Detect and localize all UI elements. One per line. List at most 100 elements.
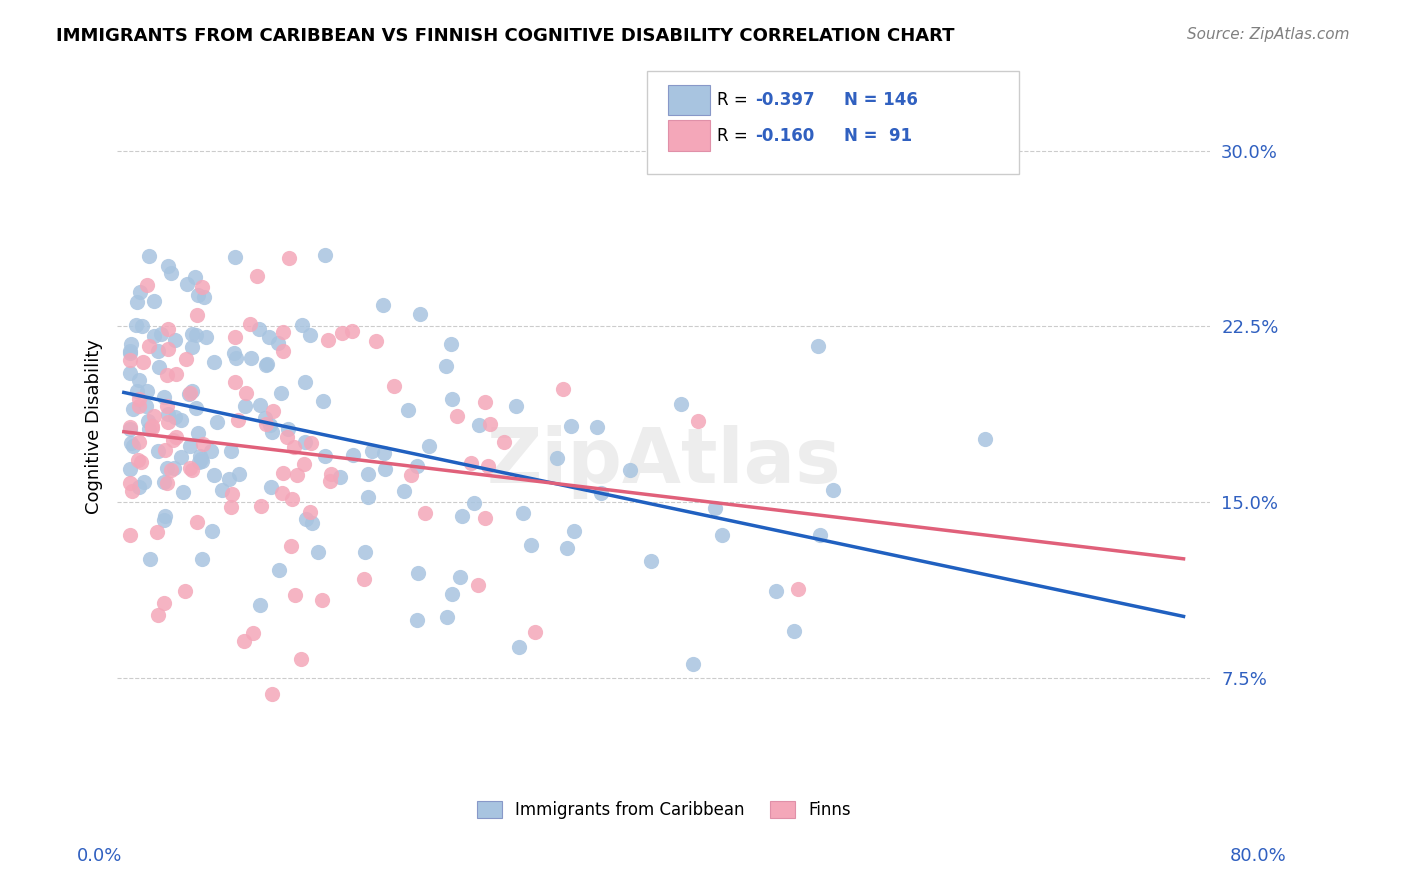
Point <box>129 455 152 469</box>
Point <box>204 467 226 482</box>
Point <box>120 527 142 541</box>
Point <box>474 510 496 524</box>
Point <box>259 418 281 433</box>
Point <box>152 390 174 404</box>
Point <box>316 333 339 347</box>
Point <box>165 368 187 382</box>
Point <box>463 496 485 510</box>
Point <box>451 508 474 523</box>
Point <box>156 399 179 413</box>
Point <box>156 368 179 382</box>
Point <box>121 484 143 499</box>
Point <box>184 269 207 284</box>
Point <box>120 344 142 359</box>
Point <box>184 401 207 416</box>
Point <box>128 373 150 387</box>
Point <box>180 384 202 399</box>
Point <box>277 252 299 266</box>
Text: N =  91: N = 91 <box>844 127 911 145</box>
Point <box>298 327 321 342</box>
Point <box>765 584 787 599</box>
Point <box>132 355 155 369</box>
Point <box>285 468 308 483</box>
Point <box>271 486 294 500</box>
Point <box>406 566 429 581</box>
Point <box>271 466 294 480</box>
Point <box>160 266 183 280</box>
Point <box>120 366 142 380</box>
Point <box>460 456 482 470</box>
Point <box>143 409 166 424</box>
Point <box>135 400 157 414</box>
Text: -0.160: -0.160 <box>755 127 814 145</box>
Point <box>141 421 163 435</box>
Point <box>974 432 997 446</box>
Point <box>267 335 290 350</box>
Point <box>176 352 198 367</box>
Point <box>190 280 212 294</box>
Point <box>330 326 353 340</box>
Point <box>280 491 302 506</box>
Point <box>170 412 193 426</box>
Point <box>174 584 197 599</box>
Point <box>247 322 270 336</box>
Point <box>710 527 733 541</box>
Point <box>165 430 187 444</box>
Text: -0.397: -0.397 <box>755 91 814 109</box>
Point <box>128 400 150 414</box>
Point <box>319 467 342 482</box>
Point <box>188 449 211 463</box>
Point <box>260 425 283 440</box>
Point <box>290 652 312 666</box>
Point <box>314 449 336 463</box>
Point <box>405 613 427 627</box>
Point <box>276 430 298 444</box>
Point <box>136 384 159 398</box>
Point <box>364 334 387 349</box>
Point <box>640 554 662 568</box>
Point <box>193 290 215 304</box>
Point <box>181 326 204 341</box>
Point <box>201 524 224 538</box>
Point <box>361 443 384 458</box>
Point <box>253 411 276 425</box>
Text: R =: R = <box>717 127 754 145</box>
Point <box>249 499 271 513</box>
Point <box>299 505 322 519</box>
Point <box>120 436 142 450</box>
Point <box>228 467 250 481</box>
Point <box>242 625 264 640</box>
Point <box>187 455 209 469</box>
Point <box>138 552 160 566</box>
Point <box>418 439 440 453</box>
Point <box>142 293 165 308</box>
Point <box>374 461 396 475</box>
Text: ZipAtlas: ZipAtlas <box>486 425 841 499</box>
Point <box>191 552 214 566</box>
Point <box>262 403 284 417</box>
Point <box>555 541 578 556</box>
Point <box>153 475 176 489</box>
Point <box>187 287 209 301</box>
Point <box>256 357 278 371</box>
Point <box>224 250 246 264</box>
Point <box>235 385 257 400</box>
Point <box>356 467 378 482</box>
Point <box>546 451 568 466</box>
Point <box>477 459 499 474</box>
Text: R =: R = <box>717 91 754 109</box>
Point <box>219 443 242 458</box>
Point <box>340 324 363 338</box>
Point <box>138 339 160 353</box>
Point <box>399 467 422 482</box>
Point <box>143 329 166 343</box>
Point <box>127 453 149 467</box>
Point <box>127 384 149 399</box>
Point <box>492 434 515 449</box>
Point <box>299 435 322 450</box>
Point <box>295 512 318 526</box>
Point <box>202 355 225 369</box>
Point <box>211 483 233 497</box>
Point <box>409 307 432 321</box>
Point <box>218 472 240 486</box>
